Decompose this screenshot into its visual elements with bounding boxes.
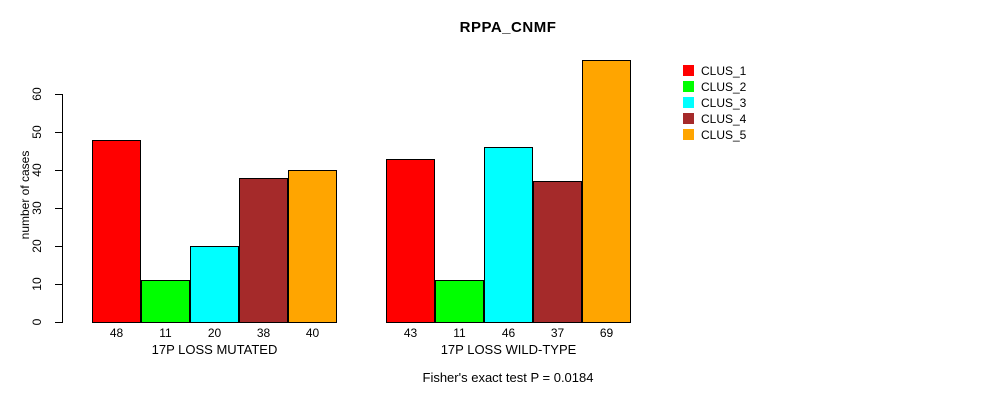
legend-swatch-icon <box>683 129 694 140</box>
y-tick-mark <box>55 94 62 95</box>
bar-clus_4-group1 <box>239 178 288 323</box>
group-label: 17P LOSS WILD-TYPE <box>440 342 577 357</box>
bar-clus_2-group1 <box>141 280 190 323</box>
legend-label: CLUS_3 <box>701 96 747 110</box>
fisher-test-annotation: Fisher's exact test P = 0.0184 <box>422 370 594 385</box>
chart-title: RPPA_CNMF <box>459 19 557 36</box>
bar-value-label: 46 <box>501 326 516 340</box>
y-tick-label: 60 <box>30 87 44 101</box>
legend-label: CLUS_2 <box>701 80 747 94</box>
bar-value-label: 43 <box>403 326 418 340</box>
bar-clus_3-group1 <box>190 246 239 323</box>
group-label: 17P LOSS MUTATED <box>151 342 278 357</box>
y-tick-label: 20 <box>30 239 44 253</box>
bar-value-label: 38 <box>256 326 271 340</box>
y-tick-mark <box>55 170 62 171</box>
bar-clus_5-group1 <box>288 170 337 323</box>
y-tick-mark <box>55 284 62 285</box>
bar-clus_1-group1 <box>92 140 141 323</box>
bar-value-label: 11 <box>453 326 466 340</box>
y-tick-label: 10 <box>30 277 44 291</box>
y-tick-label: 50 <box>30 125 44 139</box>
bar-value-label: 48 <box>109 326 124 340</box>
y-tick-label: 40 <box>30 163 44 177</box>
legend-label: CLUS_1 <box>701 64 747 78</box>
legend-swatch-icon <box>683 97 694 108</box>
bar-value-label: 37 <box>550 326 565 340</box>
y-tick-mark <box>55 322 62 323</box>
y-tick-label: 30 <box>30 201 44 215</box>
y-tick-label: 0 <box>30 318 44 326</box>
bar-clus_1-group2 <box>386 159 435 323</box>
bar-clus_5-group2 <box>582 60 631 323</box>
bar-value-label: 69 <box>599 326 614 340</box>
bar-clus_4-group2 <box>533 181 582 323</box>
y-tick-mark <box>55 246 62 247</box>
y-axis-line <box>62 94 63 323</box>
bar-clus_2-group2 <box>435 280 484 323</box>
legend-swatch-icon <box>683 81 694 92</box>
legend-swatch-icon <box>683 113 694 124</box>
legend-label: CLUS_5 <box>701 128 747 142</box>
legend-label: CLUS_4 <box>701 112 747 126</box>
y-tick-mark <box>55 132 62 133</box>
bar-value-label: 40 <box>305 326 320 340</box>
bar-value-label: 11 <box>159 326 172 340</box>
bar-clus_3-group2 <box>484 147 533 323</box>
bar-value-label: 20 <box>207 326 222 340</box>
y-tick-mark <box>55 208 62 209</box>
legend-swatch-icon <box>683 65 694 76</box>
